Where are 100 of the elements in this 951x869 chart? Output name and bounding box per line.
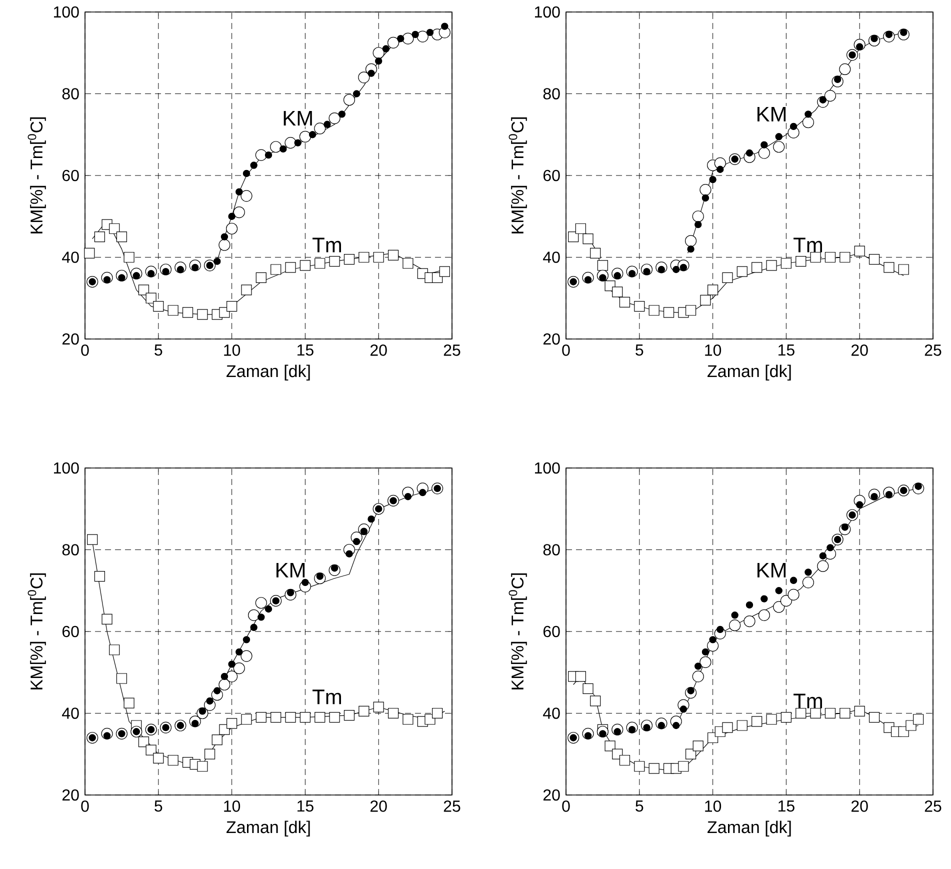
point xyxy=(898,264,909,275)
point xyxy=(796,708,806,719)
x-tick-label: 0 xyxy=(81,800,89,812)
point xyxy=(388,708,399,719)
point xyxy=(612,286,623,298)
y-axis-title: KM[%] - Tm[$^{0}$C] xyxy=(28,573,46,690)
point xyxy=(375,57,382,65)
point xyxy=(212,734,222,746)
point xyxy=(308,131,316,138)
x-tick-label: 5 xyxy=(636,344,644,356)
point xyxy=(270,264,282,275)
point xyxy=(817,560,829,572)
point xyxy=(692,210,704,222)
point xyxy=(226,300,238,312)
annotation: Tm xyxy=(794,238,822,252)
annotation: KM xyxy=(284,111,312,126)
x-axis-title: Zaman [dk] xyxy=(708,820,791,837)
point xyxy=(884,262,894,273)
point xyxy=(146,292,156,304)
point xyxy=(250,162,258,169)
point xyxy=(197,761,208,772)
point xyxy=(582,683,594,694)
point xyxy=(226,222,238,234)
point xyxy=(854,706,865,716)
point xyxy=(575,671,586,682)
point xyxy=(270,141,282,153)
point xyxy=(746,601,754,609)
point xyxy=(648,763,660,774)
point xyxy=(439,266,450,277)
point xyxy=(804,110,812,118)
point xyxy=(206,697,214,705)
point xyxy=(300,712,311,723)
point xyxy=(716,626,724,634)
point xyxy=(226,718,238,729)
point xyxy=(604,740,616,752)
point xyxy=(824,252,836,263)
point xyxy=(368,70,375,77)
y-tick-label: 40 xyxy=(543,252,560,263)
point xyxy=(582,234,594,244)
point xyxy=(678,761,689,772)
x-tick-label: 25 xyxy=(444,344,460,356)
x-axis-title: Zaman [dk] xyxy=(226,820,310,837)
y-tick-label: 40 xyxy=(62,252,79,263)
point xyxy=(352,90,360,98)
point xyxy=(299,130,311,142)
point xyxy=(752,716,762,727)
point xyxy=(702,648,710,656)
y-tick-label: 100 xyxy=(54,6,79,18)
point xyxy=(285,262,296,273)
point xyxy=(441,22,448,30)
point xyxy=(758,147,770,159)
point xyxy=(672,722,680,730)
point xyxy=(412,30,419,38)
point xyxy=(810,252,821,263)
y-tick-label: 80 xyxy=(543,544,560,556)
point xyxy=(826,544,834,552)
point xyxy=(373,252,384,263)
y-tick-label: 60 xyxy=(543,170,560,182)
point xyxy=(692,740,704,752)
point xyxy=(344,254,355,265)
point xyxy=(241,714,252,725)
point xyxy=(240,190,252,202)
point xyxy=(94,232,105,242)
point xyxy=(402,714,414,725)
point xyxy=(300,260,311,271)
point xyxy=(590,696,601,706)
point xyxy=(684,235,697,247)
point xyxy=(138,284,150,296)
point xyxy=(302,578,309,586)
point xyxy=(358,706,370,716)
point xyxy=(242,636,250,644)
y-axis-title: KM[%] - Tm[$^{0}$C] xyxy=(28,117,46,234)
point xyxy=(284,136,296,149)
x-tick-label: 25 xyxy=(444,800,460,812)
y-tick-label: 20 xyxy=(62,333,79,345)
point xyxy=(228,212,236,220)
annotation: Tm xyxy=(794,694,822,708)
point xyxy=(153,752,164,764)
point xyxy=(590,248,601,258)
point xyxy=(197,309,208,320)
point xyxy=(744,615,756,628)
point xyxy=(856,501,864,508)
y-tick-label: 100 xyxy=(535,6,560,18)
point xyxy=(700,294,711,306)
point xyxy=(426,28,434,36)
point xyxy=(294,139,302,146)
point xyxy=(264,151,272,159)
point xyxy=(913,714,924,725)
point xyxy=(790,576,798,584)
point xyxy=(663,307,674,318)
point xyxy=(824,90,836,102)
point xyxy=(338,110,346,118)
x-tick-label: 20 xyxy=(852,344,868,356)
point xyxy=(109,644,120,656)
point xyxy=(619,754,630,766)
annotation: Tm xyxy=(312,690,341,704)
point xyxy=(346,550,353,558)
point xyxy=(358,72,370,84)
point xyxy=(226,670,238,682)
point xyxy=(255,597,267,609)
